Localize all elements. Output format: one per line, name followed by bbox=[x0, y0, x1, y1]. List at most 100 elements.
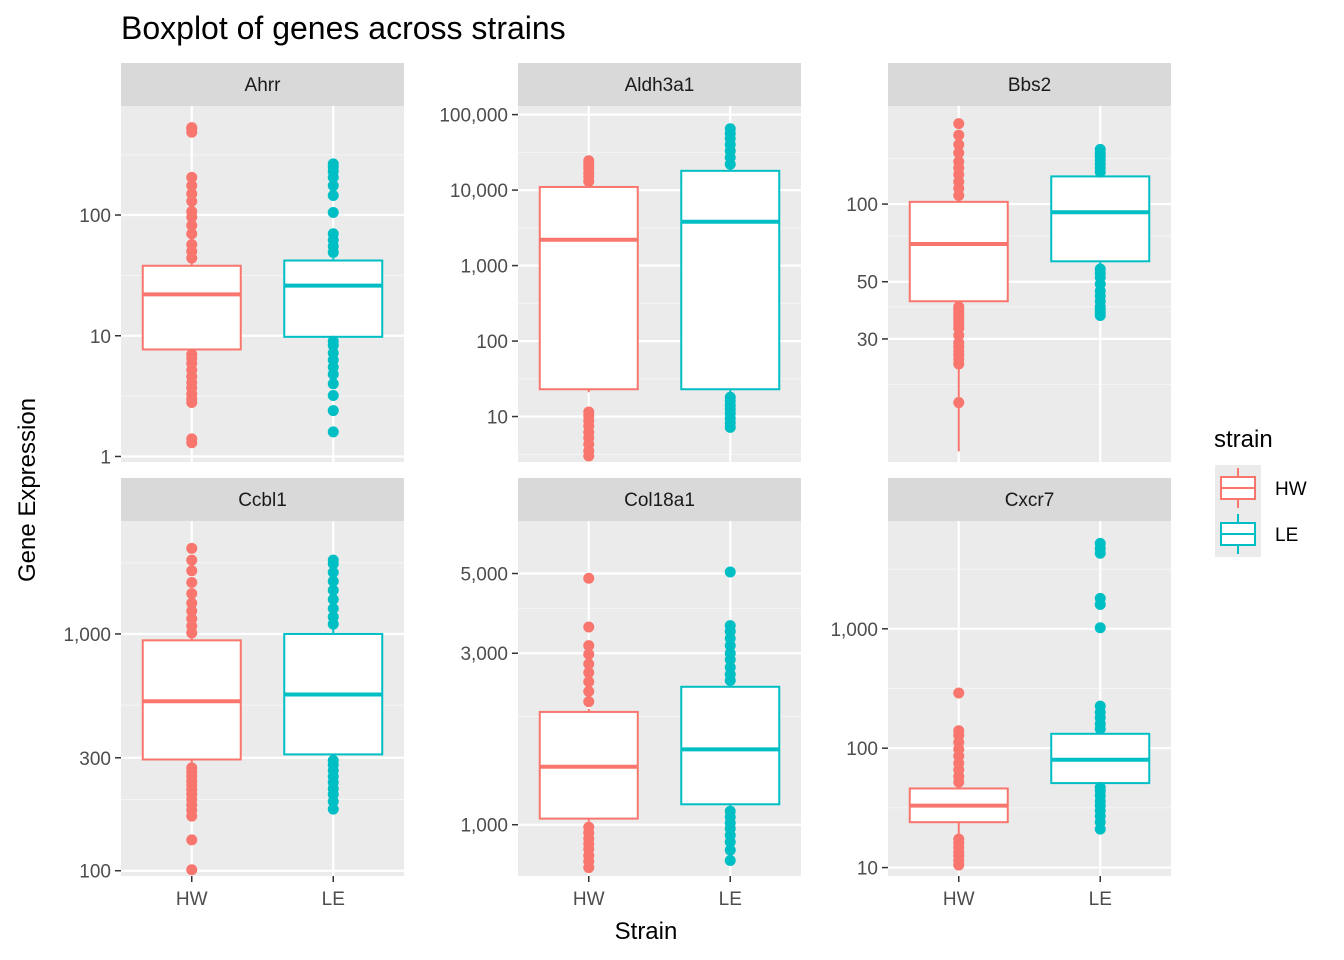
facet-strip-aldh3a1 bbox=[518, 63, 801, 106]
y-tick-label: 50 bbox=[857, 273, 878, 294]
outlier-point bbox=[186, 171, 198, 183]
outlier-point bbox=[327, 228, 339, 240]
outlier-point bbox=[583, 667, 595, 679]
outlier-point bbox=[724, 661, 736, 673]
y-tick-label: 30 bbox=[857, 330, 878, 351]
y-tick-label: 10 bbox=[90, 327, 111, 348]
facet-strip-col18a1 bbox=[518, 478, 801, 521]
outlier-point bbox=[327, 405, 339, 417]
outlier-point bbox=[186, 762, 198, 774]
outlier-point bbox=[1094, 592, 1106, 604]
x-tick-label-hw: HW bbox=[176, 889, 208, 910]
outlier-point bbox=[1094, 781, 1106, 793]
outlier-point bbox=[327, 190, 339, 202]
y-tick-label: 5,000 bbox=[460, 565, 508, 586]
panel-ccbl1: Ccbl1 100 300 1,000 HW LE bbox=[63, 478, 404, 910]
outlier-point bbox=[583, 155, 595, 167]
outlier-point bbox=[327, 335, 339, 347]
outlier-point bbox=[327, 755, 339, 767]
x-tick-label-le: LE bbox=[719, 889, 742, 910]
outlier-point bbox=[583, 658, 595, 670]
y-tick-label: 300 bbox=[79, 749, 111, 770]
panel-aldh3a1: Aldh3a1 10 100 1,000 10,000 100,000 bbox=[439, 63, 801, 462]
outlier-point bbox=[953, 725, 965, 737]
outlier-point bbox=[327, 158, 339, 170]
facet-strip-cxcr7 bbox=[888, 478, 1171, 521]
box-body bbox=[680, 169, 781, 391]
x-tick-label-hw: HW bbox=[943, 889, 975, 910]
outlier-point bbox=[724, 844, 736, 856]
box-body bbox=[283, 259, 384, 338]
outlier-point bbox=[953, 147, 965, 159]
legend-item-hw: HW bbox=[1215, 465, 1307, 511]
outlier-point bbox=[327, 803, 339, 815]
outlier-point bbox=[186, 348, 198, 360]
outlier-point bbox=[1094, 143, 1106, 155]
facet-label-col18a1: Col18a1 bbox=[624, 490, 695, 511]
outlier-point bbox=[186, 188, 198, 200]
box-body bbox=[680, 685, 781, 806]
outlier-point bbox=[953, 301, 965, 313]
facet-strip-ahrr bbox=[121, 63, 404, 106]
facet-strip-ccbl1 bbox=[121, 478, 404, 521]
box-ahrr-hw bbox=[141, 122, 242, 449]
outlier-point bbox=[583, 640, 595, 652]
y-tick-label: 3,000 bbox=[460, 644, 508, 665]
outlier-point bbox=[186, 613, 198, 625]
outlier-point bbox=[186, 864, 198, 876]
y-tick-label: 10 bbox=[857, 859, 878, 880]
outlier-point bbox=[327, 426, 339, 438]
legend-item-le: LE bbox=[1215, 511, 1298, 557]
outlier-point bbox=[583, 648, 595, 660]
legend: strain HW LE bbox=[1214, 426, 1307, 557]
box-col18a1-hw bbox=[538, 572, 639, 874]
y-tick-label: 10 bbox=[487, 408, 508, 429]
y-tick-label: 100 bbox=[846, 195, 878, 216]
y-tick-label: 1,000 bbox=[830, 620, 878, 641]
outlier-point bbox=[186, 219, 198, 231]
outlier-point bbox=[953, 833, 965, 845]
facet-label-aldh3a1: Aldh3a1 bbox=[625, 75, 695, 96]
outlier-point bbox=[1094, 537, 1106, 549]
outlier-point bbox=[186, 542, 198, 554]
box-body bbox=[538, 185, 639, 391]
outlier-point bbox=[724, 647, 736, 659]
box-cxcr7-hw bbox=[908, 687, 1009, 871]
outlier-point bbox=[953, 139, 965, 151]
facet-strip-bbs2 bbox=[888, 63, 1171, 106]
panel-ahrr: Ahrr 1 10 100 bbox=[79, 63, 404, 468]
y-axis-title: Gene Expression bbox=[14, 398, 41, 582]
outlier-point bbox=[953, 687, 965, 699]
box-body bbox=[908, 200, 1009, 303]
outlier-point bbox=[583, 676, 595, 688]
y-tick-label: 100 bbox=[846, 739, 878, 760]
outlier-point bbox=[583, 685, 595, 697]
outlier-point bbox=[186, 180, 198, 192]
outlier-point bbox=[327, 593, 339, 605]
outlier-point bbox=[1094, 700, 1106, 712]
panel-bbs2: Bbs2 30 50 100 bbox=[846, 63, 1171, 462]
y-tick-label: 100 bbox=[79, 862, 111, 883]
box-aldh3a1-le bbox=[680, 123, 781, 433]
outlier-point bbox=[186, 565, 198, 577]
y-tick-label: 100 bbox=[476, 332, 508, 353]
outlier-point bbox=[186, 834, 198, 846]
outlier-point bbox=[583, 406, 595, 418]
outlier-point bbox=[186, 122, 198, 134]
outlier-point bbox=[186, 576, 198, 588]
outlier-point bbox=[724, 566, 736, 578]
outlier-point bbox=[186, 597, 198, 609]
panel-cxcr7: Cxcr7 10 100 1,000 HW LE bbox=[830, 478, 1171, 910]
outlier-point bbox=[583, 621, 595, 633]
outlier-point bbox=[327, 378, 339, 390]
outlier-point bbox=[186, 554, 198, 566]
outlier-point bbox=[724, 123, 736, 135]
outlier-point bbox=[186, 228, 198, 240]
legend-label-le: LE bbox=[1275, 525, 1298, 546]
outlier-point bbox=[327, 554, 339, 566]
outlier-point bbox=[327, 566, 339, 578]
outlier-point bbox=[186, 205, 198, 217]
outlier-point bbox=[724, 805, 736, 817]
outlier-point bbox=[327, 584, 339, 596]
outlier-point bbox=[953, 156, 965, 168]
